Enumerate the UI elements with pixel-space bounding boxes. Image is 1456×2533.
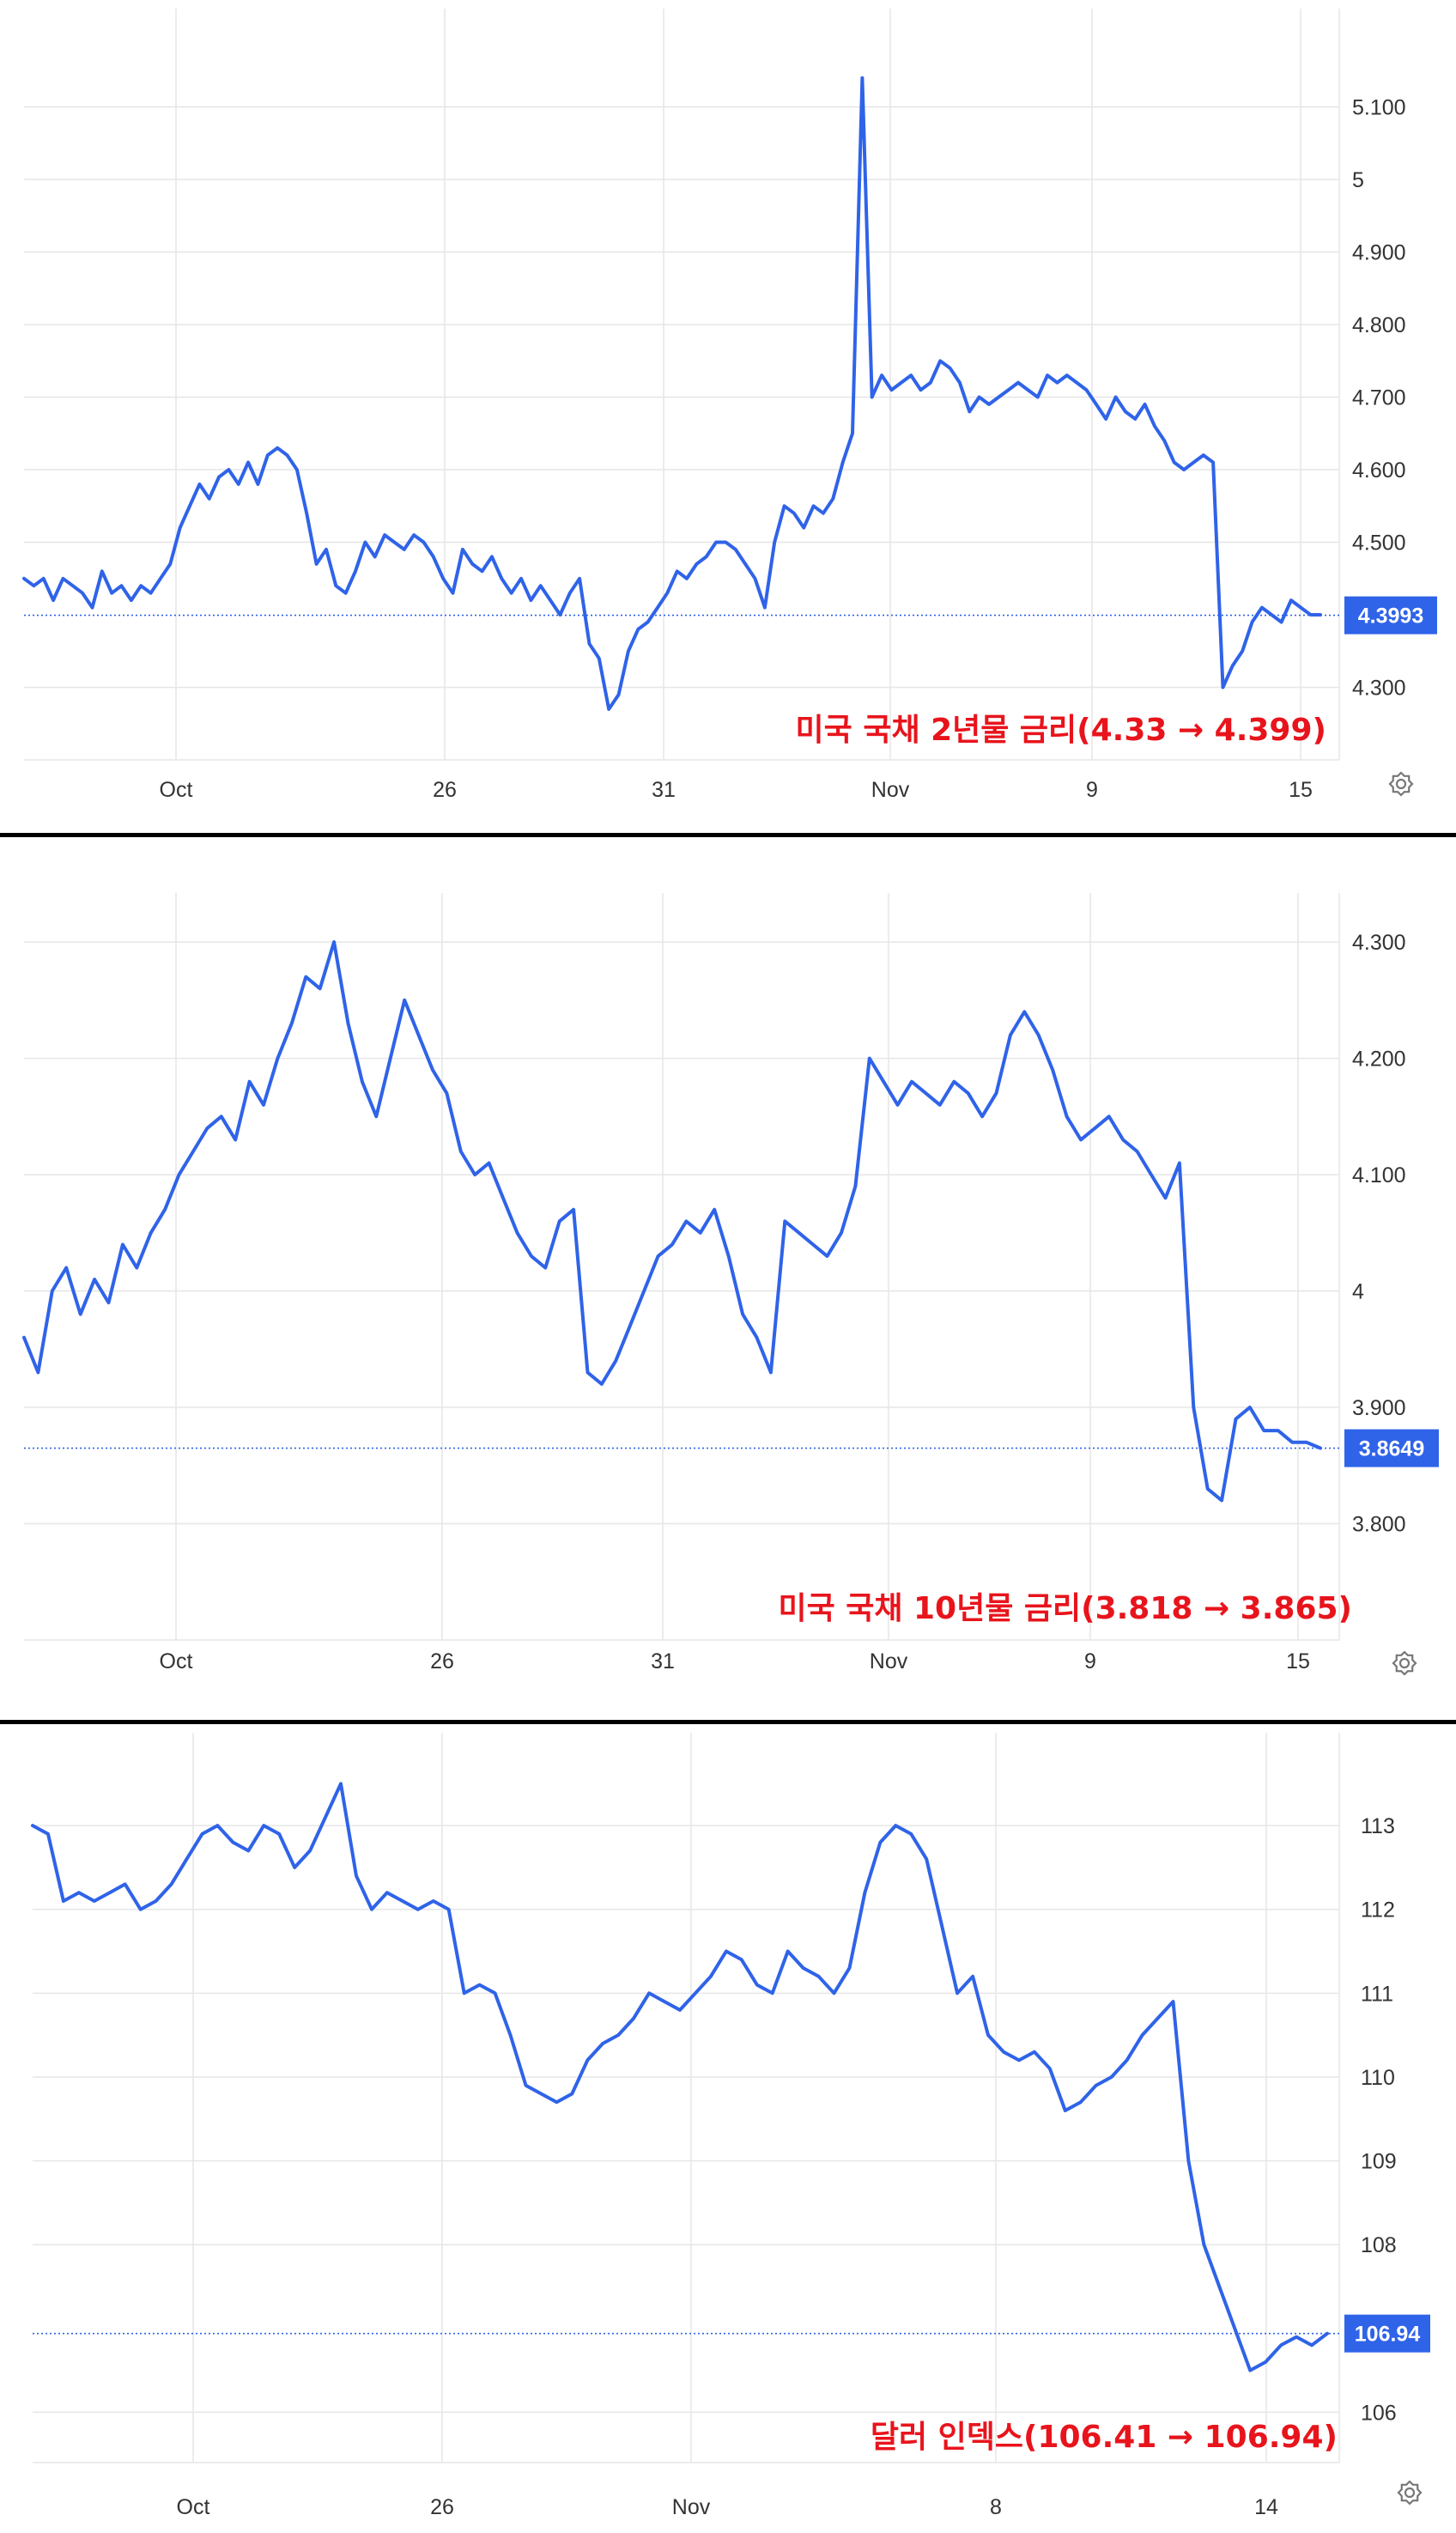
x-tick-label: 26 [430,1649,454,1673]
y-tick-label: 4.300 [1352,677,1406,701]
separator-1 [0,833,1456,837]
current-value-badge [1344,1429,1439,1467]
current-value-label: 106.94 [1355,2323,1421,2347]
x-tick-label: 9 [1086,778,1098,802]
x-tick-label: Oct [177,2495,210,2519]
x-tick-label: 9 [1084,1649,1096,1673]
y-tick-label: 111 [1361,1982,1393,2006]
current-value-label: 3.8649 [1359,1437,1424,1461]
x-tick-label: 14 [1254,2495,1278,2519]
gear-outline [1397,2480,1423,2506]
current-value-label: 4.3993 [1358,604,1423,629]
gear-hole [1395,778,1407,790]
x-tick-label: Nov [871,778,910,802]
separator-2 [0,1720,1456,1724]
gear-hole [1404,2487,1416,2499]
y-tick-label: 112 [1361,1898,1395,1923]
x-tick-label: Oct [160,1649,193,1673]
y-tick-label: 5.100 [1352,96,1406,120]
y-tick-label: 108 [1361,2233,1397,2257]
y-tick-label: 4.200 [1352,1048,1406,1072]
y-tick-label: 4.500 [1352,532,1406,556]
chart-dxy: 113 112 111 110 109 108 106 Oct 26 Nov 8 14 106.94 달러… [31,1733,1430,2519]
y-tick-label: 5 [1352,168,1364,192]
current-value-badge [1344,596,1437,635]
y-tick-label: 4.700 [1352,386,1406,410]
chart-us2y: 5.100 5 4.900 4.800 4.700 4.600 4.500 4.300 Oct 2… [22,9,1437,802]
x-tick-label: 26 [433,778,457,802]
chart-annotation: 미국 국채 2년물 금리(4.33 → 4.399) [796,713,1326,748]
settings-gear-icon [1392,1650,1417,1676]
y-tick-label: 106 [1361,2401,1397,2425]
y-tick-label: 109 [1361,2150,1397,2174]
x-tick-label: 8 [990,2495,1002,2519]
gear-outline [1392,1650,1417,1676]
x-tick-label: Oct [160,778,193,802]
series-line [22,76,1322,711]
x-tick-label: 31 [652,778,676,802]
x-tick-label: Nov [870,1649,908,1673]
x-tick-label: 15 [1286,1649,1310,1673]
y-tick-label: 3.800 [1352,1513,1406,1537]
settings-gear-icon [1388,771,1414,797]
series-line [22,940,1322,1503]
chart-us10y: 4.300 4.200 4.100 4 3.900 3.800 Oct 26 31 Nov 9 15 3… [22,893,1439,1676]
chart-panel-us2y: 5.100 5 4.900 4.800 4.700 4.600 4.500 4.300 Oct 2… [0,0,1456,833]
y-tick-label: 110 [1361,2066,1395,2090]
y-tick-label: 4.100 [1352,1163,1406,1188]
y-tick-label: 113 [1361,1814,1395,1838]
y-tick-label: 4.600 [1352,459,1406,483]
x-tick-label: 26 [430,2495,454,2519]
x-tick-label: 15 [1289,778,1313,802]
y-tick-label: 4.900 [1352,241,1406,265]
y-tick-label: 3.900 [1352,1396,1406,1420]
chart-panel-dxy: 113 112 111 110 109 108 106 Oct 26 Nov 8 14 106.94 달러… [0,1724,1456,2533]
y-tick-label: 4.300 [1352,931,1406,955]
chart-annotation: 달러 인덱스(106.41 → 106.94) [871,2420,1338,2455]
chart-panel-us10y: 4.300 4.200 4.100 4 3.900 3.800 Oct 26 31 Nov 9 15 3… [0,837,1456,1720]
gear-hole [1398,1657,1410,1669]
current-value-badge [1344,2314,1430,2353]
x-tick-label: Nov [672,2495,711,2519]
settings-gear-icon [1397,2480,1423,2506]
y-tick-label: 4 [1352,1280,1364,1304]
x-tick-label: 31 [651,1649,675,1673]
gear-outline [1388,771,1414,797]
chart-annotation: 미국 국채 10년물 금리(3.818 → 3.865) [778,1591,1352,1626]
series-line [31,1782,1329,2372]
y-tick-label: 4.800 [1352,313,1406,337]
